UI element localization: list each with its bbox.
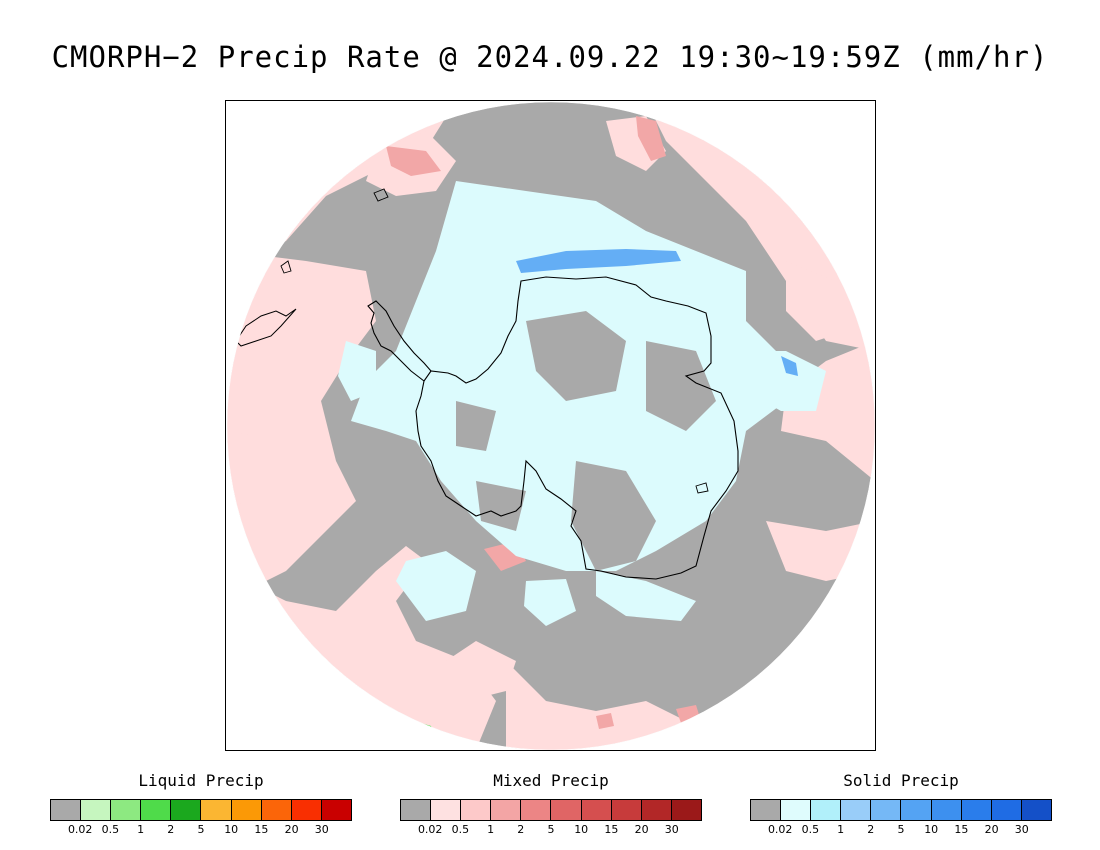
legend-liquid: Liquid Precip 0.02 0.5 1 2 5 10 15 20 30 <box>50 770 352 837</box>
legend-tick-label: 20 <box>984 823 999 836</box>
legend-tick-label: 1 <box>487 823 495 836</box>
legend-swatch <box>751 800 782 820</box>
legend-swatch <box>81 800 112 820</box>
legend-swatch <box>51 800 82 820</box>
legend-tick-label: 15 <box>954 823 969 836</box>
legend-ticks-liquid: 0.02 0.5 1 2 5 10 15 20 30 <box>50 821 352 837</box>
legend-mixed: Mixed Precip 0.02 0.5 1 2 5 10 15 20 30 <box>400 770 702 837</box>
map-disc-edge <box>226 101 875 750</box>
legend-tick-label: 0.02 <box>67 823 93 836</box>
legend-tick-label: 10 <box>924 823 939 836</box>
legend-swatch <box>491 800 522 820</box>
legend-tick-label: 30 <box>1014 823 1029 836</box>
legend-swatch <box>521 800 552 820</box>
legend-tick-label: 0.5 <box>101 823 120 836</box>
legend-swatch <box>781 800 812 820</box>
legend-bar-solid <box>750 799 1052 821</box>
legend-swatch <box>201 800 232 820</box>
legend-swatch <box>1021 800 1051 820</box>
legend-swatch <box>581 800 612 820</box>
legend-ticks-solid: 0.02 0.5 1 2 5 10 15 20 30 <box>750 821 1052 837</box>
legend-tick-label: 30 <box>664 823 679 836</box>
legend-tick-label: 0.5 <box>801 823 820 836</box>
legend-swatch <box>111 800 142 820</box>
legend-tick-label: 30 <box>314 823 329 836</box>
legend-swatch <box>841 800 872 820</box>
antarctic-peninsula-coastline <box>367 300 432 382</box>
legend-swatch <box>611 800 642 820</box>
legend-swatch <box>261 800 292 820</box>
legend-tick-label: 5 <box>547 823 555 836</box>
legend-tick-label: 5 <box>197 823 205 836</box>
legend-tick-label: 1 <box>837 823 845 836</box>
legend-tick-label: 2 <box>867 823 875 836</box>
legend-swatch <box>321 800 351 820</box>
legend-tick-label: 0.02 <box>417 823 443 836</box>
legend-tick-label: 20 <box>284 823 299 836</box>
antarctica-coastline <box>415 276 739 580</box>
legend-swatch <box>641 800 672 820</box>
map-title: CMORPH−2 Precip Rate @ 2024.09.22 19:30~… <box>51 40 1049 74</box>
legend-swatch <box>461 800 492 820</box>
legend-tick-label: 5 <box>897 823 905 836</box>
legend-swatch <box>931 800 962 820</box>
legend-swatch <box>141 800 172 820</box>
legend-swatch <box>961 800 992 820</box>
solid-precip-heavy <box>516 249 798 376</box>
map-panel <box>225 100 876 751</box>
legend-ticks-mixed: 0.02 0.5 1 2 5 10 15 20 30 <box>400 821 702 837</box>
legend-swatch <box>291 800 322 820</box>
legend-bar-mixed <box>400 799 702 821</box>
island-outlines <box>280 188 709 494</box>
legend-swatch <box>171 800 202 820</box>
legend-solid: Solid Precip 0.02 0.5 1 2 5 10 15 20 30 <box>750 770 1052 837</box>
legend-swatch <box>871 800 902 820</box>
legend-tick-label: 0.02 <box>767 823 793 836</box>
legend-tick-label: 15 <box>254 823 269 836</box>
legend-tick-label: 10 <box>224 823 239 836</box>
legend-swatch <box>551 800 582 820</box>
legend-tick-label: 20 <box>634 823 649 836</box>
no-precip-interior <box>456 311 716 571</box>
legend-swatch <box>401 800 432 820</box>
legend-tick-label: 1 <box>137 823 145 836</box>
legend-swatch <box>811 800 842 820</box>
legend-tick-label: 2 <box>167 823 175 836</box>
legend-swatch <box>231 800 262 820</box>
legend-swatch <box>431 800 462 820</box>
south-america-coastline <box>235 308 297 347</box>
legend-bar-liquid <box>50 799 352 821</box>
legend-tick-label: 10 <box>574 823 589 836</box>
legend-title-mixed: Mixed Precip <box>493 771 609 790</box>
legend-title-liquid: Liquid Precip <box>138 771 264 790</box>
legend-tick-label: 2 <box>517 823 525 836</box>
legend-swatch <box>671 800 701 820</box>
polar-precip-map <box>226 101 875 750</box>
legend-tick-label: 15 <box>604 823 619 836</box>
legend-swatch <box>991 800 1022 820</box>
legend-title-solid: Solid Precip <box>843 771 959 790</box>
legend-tick-label: 0.5 <box>451 823 470 836</box>
legend-swatch <box>901 800 932 820</box>
